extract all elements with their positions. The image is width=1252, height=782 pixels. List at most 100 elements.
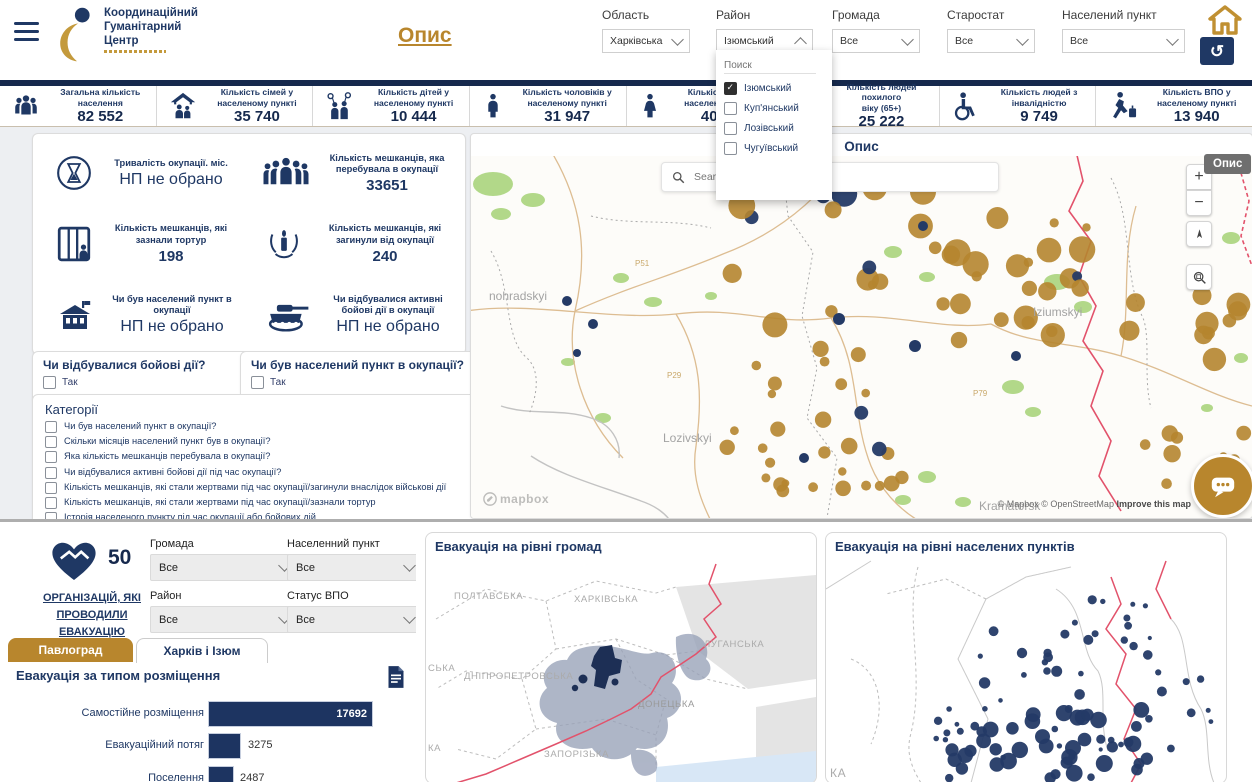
- evac-filter-hromada-value: Все: [159, 561, 178, 574]
- occupation-died: Кількість мешканців, які загинули від ок…: [249, 209, 465, 280]
- evac-filter-raion-value: Все: [159, 613, 178, 626]
- occupation-value: 198: [158, 247, 184, 265]
- raion-option-checkbox[interactable]: [724, 122, 737, 135]
- no-data-region: [676, 575, 816, 689]
- tab-kharkiv-izium[interactable]: Харків і Ізюм: [136, 638, 268, 663]
- improve-map-link[interactable]: Improve this map: [1116, 499, 1191, 509]
- evac-filter-vpo-select[interactable]: Все: [287, 606, 416, 633]
- filter-settlement: Населений пункт Все: [1062, 8, 1185, 53]
- evac-filter-hromada-label: Громада: [150, 538, 194, 550]
- choropleth-hromadas: [539, 633, 711, 776]
- settlement-map-canvas[interactable]: КА: [826, 559, 1226, 782]
- combat-yes-checkbox[interactable]: [43, 376, 56, 389]
- org-count-label[interactable]: ОРГАНІЗАЦІЙ, ЯКІ ПРОВОДИЛИ ЕВАКУАЦІЮ: [42, 592, 141, 639]
- menu-icon[interactable]: [14, 22, 39, 45]
- locate-icon[interactable]: [1186, 221, 1212, 247]
- mapbox-logo[interactable]: mapbox: [483, 492, 549, 506]
- chat-bubble-icon: [1208, 472, 1238, 500]
- zoom-out-button[interactable]: −: [1186, 190, 1212, 216]
- raion-option-kupianskyi[interactable]: Куп'янський: [724, 102, 824, 115]
- front-line: [456, 563, 722, 782]
- stat-label: Кількість дітей у населеному пункті: [373, 87, 454, 108]
- bar-label: Поселення: [148, 772, 204, 782]
- category-checkbox[interactable]: [45, 451, 57, 464]
- category-checkbox[interactable]: [45, 436, 57, 449]
- evacuation-dots: [933, 595, 1214, 782]
- filter-starostat: Старостат Все: [947, 8, 1035, 53]
- svg-text:P29: P29: [667, 371, 682, 380]
- stat-value: 35 740: [233, 107, 280, 125]
- occupation-label: Кількість мешканців, які зазнали тортур: [114, 223, 228, 245]
- secondary-roads: [500, 405, 669, 518]
- filter-raion: Район Ізюмський: [716, 8, 813, 53]
- category-checkbox[interactable]: [45, 496, 57, 509]
- stat-families: Кількість сімей у населеному пункті 35 7…: [157, 86, 314, 126]
- chevron-down-icon: [671, 32, 684, 46]
- evac-filter-settlement-select[interactable]: Все: [287, 554, 416, 581]
- raion-option-checkbox[interactable]: [724, 142, 737, 155]
- oblast-label-kharkivska: ХАРКІВСЬКА: [574, 594, 638, 605]
- road-labels: P51 P29 P79: [635, 259, 988, 398]
- building-icon: [55, 297, 95, 333]
- occupation-residents: Кількість мешканців, яка перебувала в ок…: [249, 138, 465, 209]
- category-checkbox[interactable]: [45, 466, 57, 479]
- org-count: 50: [108, 546, 132, 569]
- export-doc-icon[interactable]: [386, 664, 406, 690]
- filter-settlement-select[interactable]: Все: [1062, 29, 1185, 53]
- filter-raion-label: Район: [716, 8, 751, 22]
- filter-raion-select[interactable]: Ізюмський: [716, 29, 813, 53]
- hromada-map-title: Евакуація на рівні громад: [435, 539, 602, 554]
- map-title: Опис: [844, 139, 879, 154]
- stat-label: Кількість сімей у населеному пункті: [217, 87, 297, 108]
- category-checkbox[interactable]: [45, 481, 57, 494]
- occupation-combat: Чи відбувалися активні бойові дії в окуп…: [249, 279, 465, 350]
- stat-label: Загальна кількість населення: [60, 87, 141, 108]
- occupation-duration: Тривалість окупації. міс. НП не обрано: [33, 138, 249, 209]
- children-icon: [323, 91, 355, 121]
- reset-icon: ↺: [1209, 41, 1225, 61]
- section-divider: [0, 519, 1252, 522]
- raion-option-label: Куп'янський: [744, 103, 799, 114]
- hromada-map-canvas[interactable]: ПОЛТАВСЬКА ХАРКІВСЬКА ЛУГАНСЬКА ДНІПРОПЕ…: [426, 559, 816, 782]
- home-icon[interactable]: [1206, 4, 1244, 36]
- category-label: Кількість мешканців, які стали жертвами …: [64, 496, 376, 507]
- front-line: [1068, 156, 1252, 512]
- logo: Координаційний Гуманітарний Центр: [56, 6, 198, 62]
- raion-option-checkbox[interactable]: [724, 102, 737, 115]
- evac-filter-raion-select[interactable]: Все: [150, 606, 298, 633]
- chevron-down-icon: [403, 559, 416, 572]
- bar-self-placement[interactable]: 17692: [208, 701, 373, 727]
- combat-question: Чи відбувалися бойові дії?: [43, 358, 206, 372]
- bar-resettlement[interactable]: [208, 766, 234, 782]
- evac-filter-hromada-select[interactable]: Все: [150, 554, 298, 581]
- bar-label: Самостійне розміщення: [81, 707, 204, 719]
- occupation-value: НП не обрано: [336, 317, 440, 335]
- woman-icon: [637, 91, 663, 121]
- map-canvas[interactable]: P51 P29 P79 nohradskyi Lozivskyi Iziumskyi…: [471, 154, 1252, 518]
- filter-oblast-select[interactable]: Харківська: [602, 29, 690, 53]
- stat-value: 31 947: [544, 107, 591, 125]
- man-icon: [480, 91, 506, 121]
- tab-pavlohrad[interactable]: Павлоград: [8, 638, 133, 662]
- evac-filter-settlement-label: Населенний пункт: [287, 538, 380, 550]
- feedback-chat-button[interactable]: [1191, 454, 1252, 518]
- raion-option-lozivskyi[interactable]: Лозівський: [724, 122, 824, 135]
- raion-option-chuhuivskyi[interactable]: Чугуївський: [724, 142, 824, 155]
- occupation-label: Кількість мешканців, яка перебувала в ок…: [329, 152, 445, 175]
- raion-option-iziumskyi[interactable]: Ізюмський: [724, 82, 824, 95]
- filter-starostat-select[interactable]: Все: [947, 29, 1035, 53]
- box-zoom-icon[interactable]: [1186, 264, 1212, 290]
- sea-region: [656, 751, 816, 782]
- logo-title: Координаційний Гуманітарний Центр: [104, 7, 198, 48]
- filter-hromada-select[interactable]: Все: [832, 29, 920, 53]
- reset-button[interactable]: ↺: [1200, 37, 1234, 65]
- raion-option-checkbox[interactable]: [724, 82, 737, 95]
- occupied-yes-checkbox[interactable]: [251, 376, 264, 389]
- attribution-text: © Mapbox © OpenStreetMap: [997, 499, 1114, 509]
- bar-evacuation-train[interactable]: [208, 733, 241, 759]
- category-checkbox[interactable]: [45, 421, 57, 433]
- combat-yes-label: Так: [62, 377, 78, 388]
- category-label: Скільки місяців населений пункт був в ок…: [64, 436, 271, 447]
- opys-link[interactable]: Опис: [398, 24, 452, 47]
- raion-dropdown-search-input[interactable]: [724, 58, 816, 74]
